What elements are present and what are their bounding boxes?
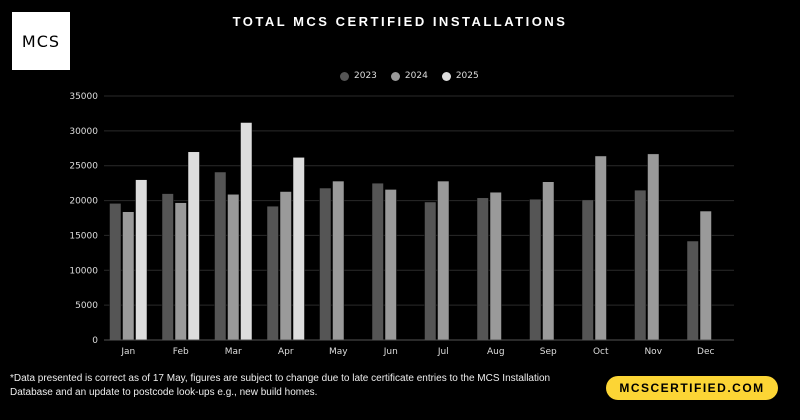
y-tick-label: 35000 <box>69 92 98 102</box>
x-tick-label: Apr <box>278 347 294 357</box>
y-tick-label: 30000 <box>69 127 98 137</box>
legend-item-2025: 2025 <box>441 71 479 81</box>
bar-2024-sep <box>542 181 555 341</box>
bar-2024-jun <box>384 189 397 341</box>
bar-2023-jun <box>371 182 384 341</box>
bar-2023-oct <box>581 199 594 341</box>
x-tick-label: Jul <box>437 347 449 357</box>
x-tick-label: May <box>329 347 348 357</box>
bar-2024-jul <box>437 180 450 341</box>
bar-2025-mar <box>240 122 253 341</box>
bar-2023-jul <box>424 201 437 341</box>
x-tick-label: Aug <box>487 347 505 357</box>
mcs-logo: MCS <box>12 12 70 70</box>
bar-2024-oct <box>594 155 607 341</box>
legend-label-2023: 2023 <box>354 71 377 81</box>
bar-2023-apr <box>266 205 279 341</box>
bar-2024-apr <box>279 191 292 341</box>
legend-label-2024: 2024 <box>404 71 428 81</box>
y-tick-label: 0 <box>92 336 98 346</box>
x-tick-label: Nov <box>644 347 662 357</box>
legend-item-2023: 2023 <box>340 71 377 81</box>
x-tick-label: Sep <box>540 347 557 357</box>
bar-2023-aug <box>476 197 489 341</box>
chart-title: TOTAL MCS CERTIFIED INSTALLATIONS <box>232 14 568 29</box>
mcs-website-link[interactable]: MCSCERTIFIED.COM <box>606 376 778 400</box>
y-tick-label: 10000 <box>69 266 98 276</box>
x-tick-label: Jan <box>120 347 135 357</box>
bar-2023-mar <box>214 171 227 341</box>
bar-2023-jan <box>109 203 122 341</box>
legend-swatch-2025 <box>441 71 451 81</box>
bar-2024-may <box>332 180 345 341</box>
bar-2024-nov <box>647 153 660 341</box>
bar-2024-aug <box>489 191 502 341</box>
bar-2023-may <box>319 187 332 341</box>
bar-2023-dec <box>686 240 699 341</box>
x-tick-label: Oct <box>593 347 609 357</box>
bar-2025-jan <box>135 179 148 341</box>
bar-2023-nov <box>634 189 647 341</box>
y-tick-label: 15000 <box>69 231 98 241</box>
logo-text: MCS <box>21 31 61 51</box>
bar-2024-mar <box>227 194 240 341</box>
legend-item-2024: 2024 <box>390 71 428 81</box>
bar-2023-feb <box>161 193 174 341</box>
y-tick-label: 5000 <box>75 301 98 311</box>
y-tick-label: 25000 <box>69 162 98 172</box>
bar-chart: 0 5000 10000 15000 20000 25000 30000 35000 Jan Fe… <box>69 92 734 357</box>
legend-swatch-2023 <box>340 71 349 81</box>
chart-legend: 2023 2024 2025 <box>340 71 479 81</box>
legend-swatch-2024 <box>390 71 400 81</box>
bar-2023-sep <box>529 198 542 341</box>
bar-2024-jan <box>122 211 135 341</box>
x-tick-label: Mar <box>225 347 242 357</box>
legend-label-2025: 2025 <box>455 71 479 81</box>
x-tick-label: Feb <box>173 347 189 357</box>
footnote: *Data presented is correct as of 17 May,… <box>10 373 551 398</box>
y-tick-label: 20000 <box>69 197 98 207</box>
bar-2025-apr <box>292 157 305 341</box>
bar-2025-feb <box>187 151 200 341</box>
bar-2024-feb <box>174 202 187 341</box>
x-tick-label: Dec <box>697 347 714 357</box>
bar-2024-dec <box>699 210 712 341</box>
x-tick-label: Jun <box>383 347 398 357</box>
